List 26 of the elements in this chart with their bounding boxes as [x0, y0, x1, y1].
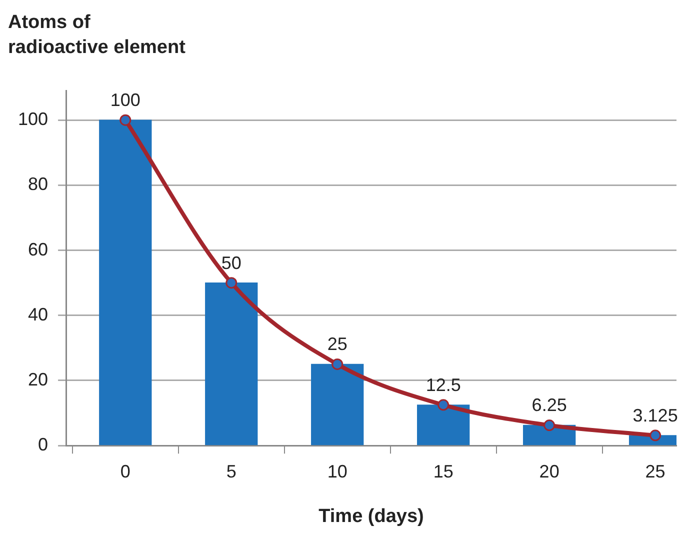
- y-tick-label: 60: [28, 239, 48, 260]
- y-tick-label: 20: [28, 369, 48, 390]
- data-label: 6.25: [532, 395, 567, 416]
- data-label: 3.125: [632, 405, 678, 426]
- x-tick-label: 25: [645, 461, 666, 482]
- point: [650, 430, 662, 442]
- y-axis-title: Atoms of radioactive element: [8, 11, 186, 60]
- y-tick-label: 40: [28, 304, 48, 324]
- data-label: 25: [327, 334, 348, 354]
- x-tick-label: 5: [226, 461, 236, 482]
- x-tick-label: 20: [539, 461, 560, 482]
- x-tick-label: 10: [327, 461, 348, 482]
- x-axis-title: Time (days): [318, 506, 424, 527]
- point: [544, 420, 556, 432]
- point: [438, 399, 450, 411]
- point: [332, 358, 344, 370]
- x-tick-label: 0: [120, 461, 130, 482]
- y-tick-label: 100: [18, 109, 48, 130]
- data-label: 50: [221, 252, 242, 273]
- point: [120, 114, 132, 126]
- y-tick-label: 80: [28, 174, 48, 194]
- data-label: 12.5: [426, 374, 461, 395]
- data-label: 100: [110, 90, 140, 110]
- point: [226, 277, 238, 289]
- y-tick-label: 0: [38, 434, 48, 455]
- x-tick-label: 15: [433, 461, 454, 482]
